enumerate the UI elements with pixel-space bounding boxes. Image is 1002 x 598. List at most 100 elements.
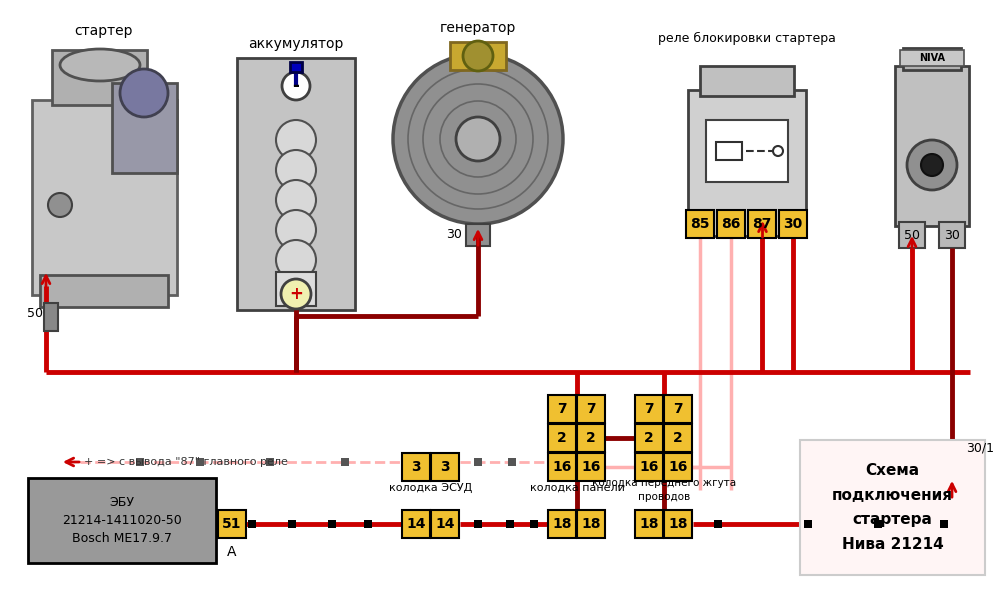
Text: генератор: генератор — [439, 21, 516, 35]
Bar — [402, 510, 430, 538]
Circle shape — [276, 210, 316, 250]
Bar — [474, 520, 482, 528]
Text: 30/1: 30/1 — [965, 441, 993, 454]
Bar — [195, 458, 203, 466]
Bar — [112, 83, 176, 173]
Bar — [44, 303, 58, 331]
Bar — [364, 520, 372, 528]
Circle shape — [120, 69, 167, 117]
Bar — [431, 510, 459, 538]
Circle shape — [281, 279, 311, 309]
Bar — [685, 210, 713, 238]
Bar — [902, 48, 960, 70]
Text: колодка переднего жгута
проводов: колодка переднего жгута проводов — [591, 478, 735, 502]
Text: Схема
подключения
стартера
Нива 21214: Схема подключения стартера Нива 21214 — [832, 463, 952, 552]
Text: 2: 2 — [585, 431, 595, 445]
Bar — [32, 100, 176, 295]
Bar — [547, 453, 575, 481]
Bar — [663, 453, 691, 481]
Bar — [290, 62, 302, 72]
Text: аккумулятор: аккумулятор — [248, 37, 344, 51]
Text: 14: 14 — [406, 517, 425, 531]
Text: 7: 7 — [557, 402, 566, 416]
Text: 16: 16 — [667, 460, 687, 474]
Bar — [247, 520, 256, 528]
Bar — [898, 222, 924, 248]
Bar — [276, 272, 316, 306]
Text: 18: 18 — [581, 517, 600, 531]
Circle shape — [773, 146, 783, 156]
Circle shape — [456, 117, 500, 161]
Text: + => с вывода "87" главного реле: + => с вывода "87" главного реле — [84, 457, 288, 467]
Bar — [136, 458, 144, 466]
Bar — [705, 120, 788, 182]
Bar — [779, 210, 807, 238]
Text: 51: 51 — [222, 517, 241, 531]
Text: 18: 18 — [552, 517, 571, 531]
Text: 2: 2 — [556, 431, 566, 445]
Bar — [634, 510, 662, 538]
Text: 14: 14 — [435, 517, 454, 531]
Circle shape — [276, 240, 316, 280]
Bar — [663, 424, 691, 452]
Text: 30: 30 — [446, 227, 462, 240]
Text: колодка панели: колодка панели — [529, 483, 624, 493]
Bar — [576, 424, 604, 452]
Bar — [52, 50, 147, 105]
Circle shape — [920, 154, 942, 176]
Text: А: А — [227, 545, 236, 559]
Bar — [40, 275, 167, 307]
Bar — [576, 395, 604, 423]
Bar — [547, 510, 575, 538]
Bar — [547, 395, 575, 423]
Circle shape — [276, 120, 316, 160]
Text: 7: 7 — [643, 402, 653, 416]
Text: -: - — [293, 77, 300, 95]
Bar — [663, 510, 691, 538]
Text: 50: 50 — [903, 228, 919, 242]
Bar — [873, 520, 881, 528]
Bar — [800, 440, 984, 575]
Bar — [699, 66, 794, 96]
Text: 16: 16 — [552, 460, 571, 474]
Text: 86: 86 — [720, 217, 739, 231]
Bar — [28, 478, 215, 563]
Bar — [474, 458, 482, 466]
Text: 50: 50 — [27, 307, 43, 319]
Bar — [939, 520, 947, 528]
Circle shape — [906, 140, 956, 190]
Bar — [402, 453, 430, 481]
Text: 18: 18 — [667, 517, 687, 531]
Text: 7: 7 — [672, 402, 682, 416]
Text: ЭБУ
21214-1411020-50
Bosch ME17.9.7: ЭБУ 21214-1411020-50 Bosch ME17.9.7 — [62, 496, 181, 545]
Text: 18: 18 — [638, 517, 658, 531]
Bar — [715, 142, 741, 160]
Text: 85: 85 — [689, 217, 709, 231]
Circle shape — [48, 193, 72, 217]
Bar — [236, 58, 355, 310]
Bar — [747, 210, 776, 238]
Text: 30: 30 — [943, 228, 959, 242]
Text: 2: 2 — [643, 431, 653, 445]
Text: NIVA: NIVA — [918, 53, 944, 63]
Text: 30: 30 — [783, 217, 802, 231]
Text: колодка ЭСУД: колодка ЭСУД — [389, 483, 472, 493]
Circle shape — [393, 54, 562, 224]
Text: 3: 3 — [440, 460, 449, 474]
Bar — [687, 90, 806, 236]
Bar — [431, 453, 459, 481]
Text: реле блокировки стартера: реле блокировки стартера — [657, 32, 835, 44]
Bar — [663, 395, 691, 423]
Bar — [716, 210, 744, 238]
Text: стартер: стартер — [75, 24, 133, 38]
Text: 87: 87 — [752, 217, 771, 231]
Bar — [507, 458, 515, 466]
Bar — [547, 424, 575, 452]
Bar — [576, 510, 604, 538]
Text: 2: 2 — [672, 431, 682, 445]
Bar — [328, 520, 336, 528]
Bar — [713, 520, 721, 528]
Bar — [466, 224, 490, 246]
Ellipse shape — [60, 49, 140, 81]
Bar — [266, 458, 274, 466]
